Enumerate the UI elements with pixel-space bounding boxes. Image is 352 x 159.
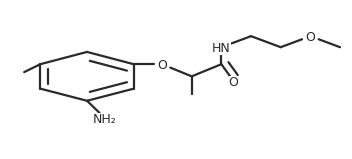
Text: O: O	[306, 31, 315, 44]
Text: O: O	[157, 59, 167, 72]
Text: NH₂: NH₂	[93, 113, 117, 126]
Text: HN: HN	[212, 42, 231, 55]
Text: O: O	[229, 76, 239, 89]
